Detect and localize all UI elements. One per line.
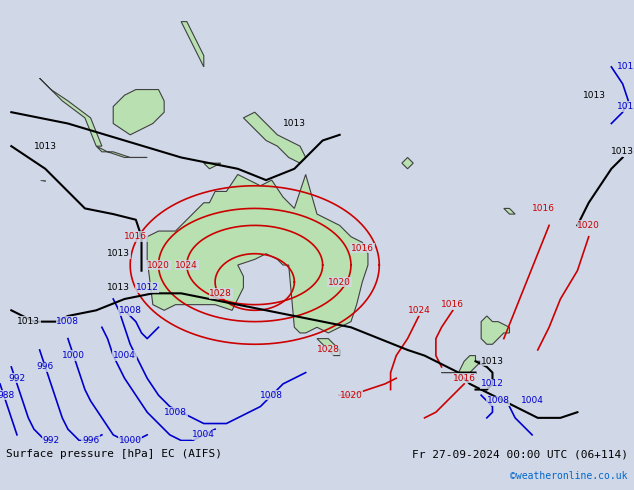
Text: 1008: 1008 xyxy=(260,391,283,400)
Polygon shape xyxy=(402,157,413,169)
Text: 992: 992 xyxy=(42,436,60,445)
Text: 1020: 1020 xyxy=(578,221,600,230)
Polygon shape xyxy=(243,112,306,163)
Text: Fr 27-09-2024 00:00 UTC (06+114): Fr 27-09-2024 00:00 UTC (06+114) xyxy=(411,449,628,459)
Polygon shape xyxy=(147,174,368,333)
Polygon shape xyxy=(39,180,45,181)
Text: 1013: 1013 xyxy=(583,91,606,99)
Text: 1020: 1020 xyxy=(147,261,170,270)
Polygon shape xyxy=(39,78,102,146)
Text: 996: 996 xyxy=(82,436,99,445)
Polygon shape xyxy=(96,146,147,157)
Text: 1013: 1013 xyxy=(283,119,306,128)
Text: 1012: 1012 xyxy=(617,102,634,111)
Polygon shape xyxy=(204,163,221,169)
Polygon shape xyxy=(441,356,481,378)
Text: Surface pressure [hPa] EC (AIFS): Surface pressure [hPa] EC (AIFS) xyxy=(6,449,223,459)
Text: 1008: 1008 xyxy=(56,317,79,326)
Text: 1016: 1016 xyxy=(124,232,147,241)
Text: 996: 996 xyxy=(37,363,54,371)
Text: 1008: 1008 xyxy=(487,396,510,405)
Text: 1024: 1024 xyxy=(408,306,430,315)
Text: 992: 992 xyxy=(8,374,25,383)
Text: 1016: 1016 xyxy=(441,300,464,309)
Text: 1016: 1016 xyxy=(351,244,374,252)
Text: 1024: 1024 xyxy=(176,261,198,270)
Text: 1013: 1013 xyxy=(34,142,57,150)
Polygon shape xyxy=(481,316,510,344)
Text: 1013: 1013 xyxy=(17,317,40,326)
Text: 1020: 1020 xyxy=(340,391,363,400)
Text: 1013: 1013 xyxy=(611,147,634,156)
Text: 1012: 1012 xyxy=(136,283,158,292)
Text: 1000: 1000 xyxy=(119,436,141,445)
Text: ©weatheronline.co.uk: ©weatheronline.co.uk xyxy=(510,470,628,481)
Polygon shape xyxy=(504,208,515,214)
Text: 1004: 1004 xyxy=(521,396,543,405)
Text: 1004: 1004 xyxy=(192,430,215,440)
Text: 1016: 1016 xyxy=(453,374,476,383)
Text: 1008: 1008 xyxy=(164,408,187,416)
Text: 1013: 1013 xyxy=(107,249,131,258)
Polygon shape xyxy=(317,339,340,356)
Text: 1016: 1016 xyxy=(532,204,555,213)
Text: 1013: 1013 xyxy=(481,357,504,366)
Text: 1004: 1004 xyxy=(113,351,136,360)
Polygon shape xyxy=(181,22,204,67)
Text: 1028: 1028 xyxy=(209,289,232,298)
Text: 1013: 1013 xyxy=(107,283,131,292)
Text: 1008: 1008 xyxy=(119,306,141,315)
Polygon shape xyxy=(113,90,164,135)
Text: 1020: 1020 xyxy=(328,277,351,287)
Text: 1012: 1012 xyxy=(617,62,634,72)
Text: 1028: 1028 xyxy=(317,345,340,354)
Text: 1000: 1000 xyxy=(62,351,85,360)
Text: 988: 988 xyxy=(0,391,15,400)
Text: 1012: 1012 xyxy=(481,379,504,389)
